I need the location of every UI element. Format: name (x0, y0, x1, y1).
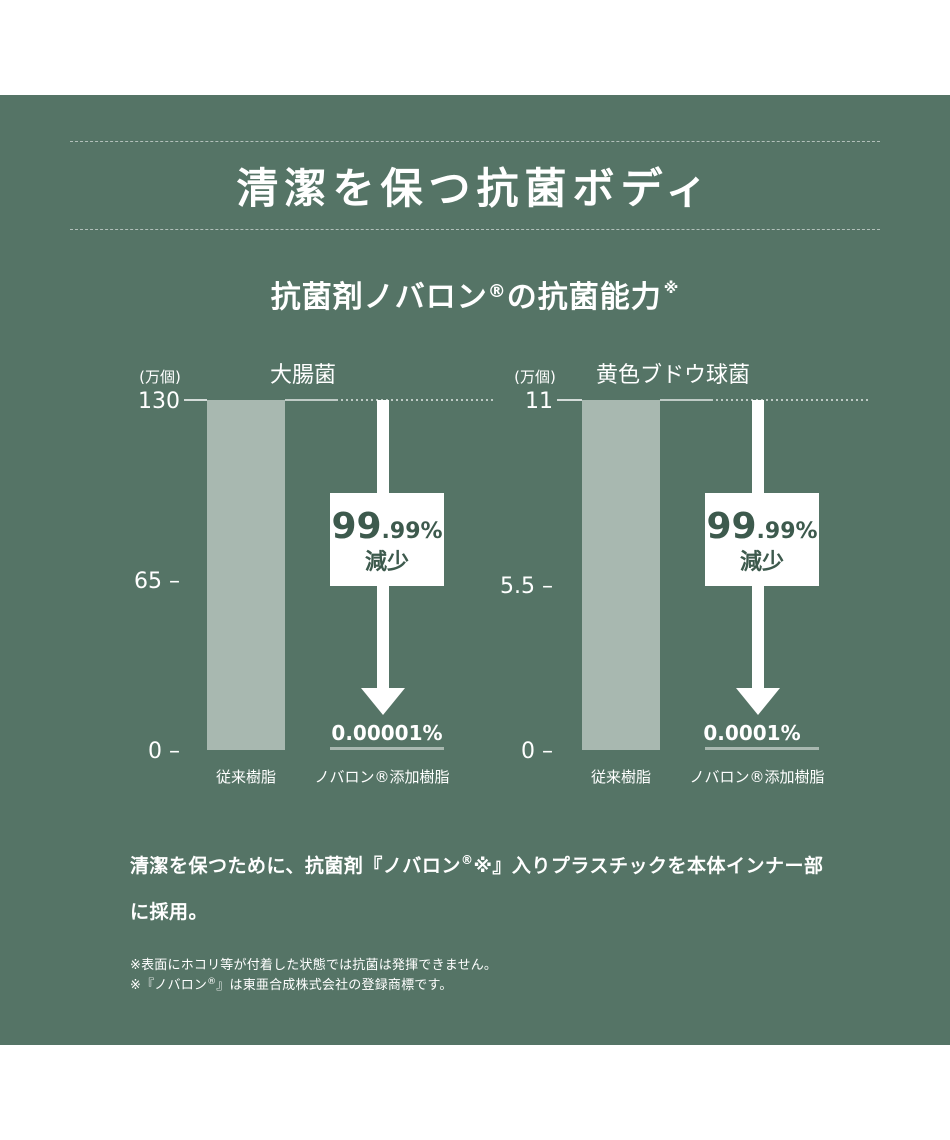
chart-1: (万個) 大腸菌 130 65 – 0 – 99.99% 減少 0.00001% 従来樹脂 ノバロ… (134, 363, 496, 786)
bar-novaron-resin (330, 747, 444, 750)
result-percentage-label: 0.0001% (703, 721, 800, 745)
y-axis-unit: (万個) (139, 368, 181, 386)
footnote-mark: ※ (663, 279, 680, 297)
footnote-2-part-1: ※『ノバロン (130, 978, 208, 993)
description-part-2: ※』入りプラスチックを本体インナー部に採用。 (130, 855, 824, 923)
bar-novaron-resin (705, 747, 819, 750)
reduction-arrow-head (361, 688, 405, 715)
footnote-1: ※表面にホコリ等が付着した状態では抗菌は発揮できません。 (130, 958, 498, 973)
bar-charts: (万個) 大腸菌 130 65 – 0 – 99.99% 減少 0.00001% 従来樹脂 ノバロ… (134, 363, 871, 786)
y-tick-label: 0 – (148, 739, 180, 764)
result-percentage-label: 0.00001% (331, 721, 442, 745)
footnote-2: ※『ノバロン®』は東亜合成株式会社の登録商標です。 (130, 974, 830, 994)
reduction-label-box (330, 493, 444, 586)
category-label: 従来樹脂 (591, 768, 651, 786)
footnote-2-part-2: 』は東亜合成株式会社の登録商標です。 (216, 978, 453, 993)
reduction-percentage: 99.99% (331, 506, 442, 547)
antibacterial-panel: 清潔を保つ抗菌ボディ 抗菌剤ノバロン®の抗菌能力 ※ (万個) 大腸菌 130 65 –… (0, 95, 950, 1045)
top-dashed-divider (70, 141, 880, 142)
reduction-label-box (705, 493, 819, 586)
chart-heading-main: 抗菌剤ノバロン (270, 280, 488, 315)
bottom-dashed-divider (70, 229, 880, 230)
category-label: ノバロン®添加樹脂 (314, 768, 449, 786)
y-tick-label: 11 (525, 389, 553, 414)
chart-heading: 抗菌剤ノバロン®の抗菌能力 ※ (0, 268, 950, 318)
y-tick-label: 5.5 – (500, 574, 553, 599)
description-part-1: 清潔を保つために、抗菌剤『ノバロン (130, 855, 461, 877)
y-tick-label: 0 – (521, 739, 553, 764)
registered-mark: ® (487, 281, 507, 302)
reduction-arrow-head (736, 688, 780, 715)
section-title: 清潔を保つ抗菌ボディ (236, 164, 714, 213)
chart-2: (万個) 黄色ブドウ球菌 11 5.5 – 0 – 99.99% 減少 0.0001% 従来樹脂… (500, 363, 871, 786)
reduction-percentage: 99.99% (706, 506, 817, 547)
description-registered-mark: ® (460, 853, 474, 867)
bar-conventional-resin (207, 400, 285, 750)
chart-title: 大腸菌 (270, 363, 336, 388)
bar-conventional-resin (582, 400, 660, 750)
chart-title: 黄色ブドウ球菌 (596, 363, 750, 388)
footnote-2-registered-mark: ® (207, 977, 217, 987)
reduction-label: 減少 (365, 550, 409, 575)
description-text: 清潔を保つために、抗菌剤『ノバロン®※』入りプラスチックを本体インナー部に採用。 (130, 837, 830, 935)
y-tick-label: 65 – (134, 569, 180, 594)
category-label: 従来樹脂 (216, 768, 276, 786)
reduction-label: 減少 (740, 550, 784, 575)
category-label: ノバロン®添加樹脂 (689, 768, 824, 786)
chart-heading-rest: の抗菌能力 (506, 280, 662, 315)
y-axis-unit: (万個) (514, 368, 556, 386)
footnotes: ※表面にホコリ等が付着した状態では抗菌は発揮できません。 ※『ノバロン®』は東亜… (130, 957, 830, 994)
y-tick-label: 130 (138, 389, 180, 414)
